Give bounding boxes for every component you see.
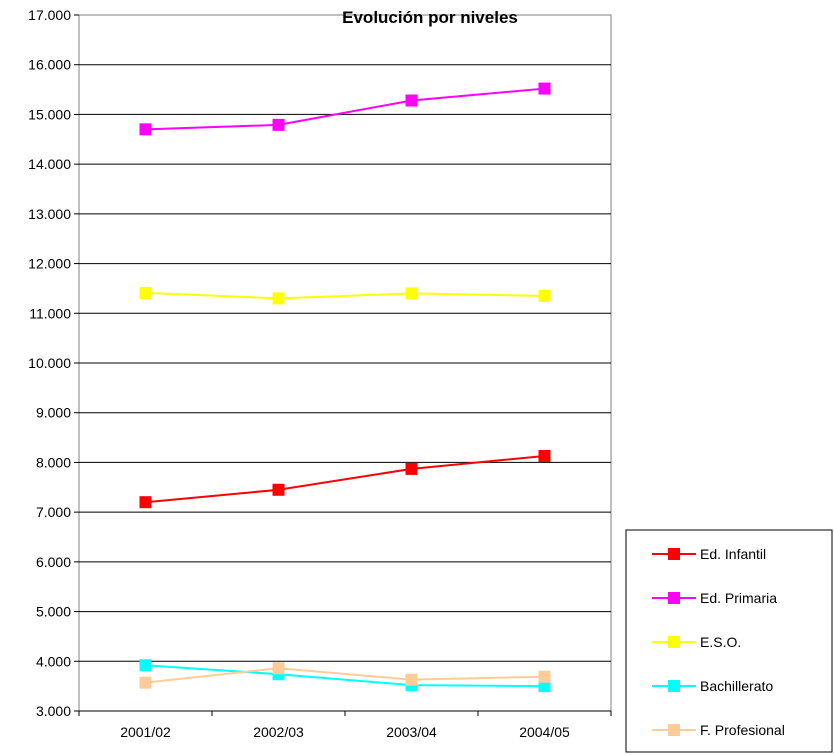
legend-label: Bachillerato: [700, 678, 773, 694]
y-tick-label: 3.000: [36, 703, 71, 719]
y-tick-label: 10.000: [28, 355, 71, 371]
data-point: [272, 292, 285, 305]
data-point: [405, 94, 418, 107]
y-tick-label: 9.000: [36, 405, 71, 421]
x-tick-label: 2003/04: [386, 724, 437, 740]
data-point: [139, 496, 152, 509]
y-tick-label: 11.000: [29, 305, 71, 321]
y-tick-label: 5.000: [36, 604, 71, 620]
data-point: [538, 449, 551, 462]
legend-swatch-marker: [668, 636, 680, 648]
legend-label: Ed. Primaria: [700, 590, 777, 606]
data-point: [538, 680, 551, 693]
legend: Ed. Infantil Ed. Primaria E.S.O. Bachillera…: [625, 529, 833, 753]
data-point: [405, 462, 418, 475]
data-point: [139, 676, 152, 689]
y-tick-label: 13.000: [28, 206, 71, 222]
data-point: [139, 659, 152, 672]
grid-layer: [79, 64, 611, 662]
y-tick-label: 15.000: [28, 106, 71, 122]
data-point: [272, 662, 285, 675]
x-tick-label: 2001/02: [120, 724, 171, 740]
series-line: [145, 454, 545, 504]
y-tick-label: 17.000: [28, 7, 71, 23]
y-tick-label: 12.000: [28, 256, 71, 272]
y-tick-label: 16.000: [28, 57, 71, 73]
chart-title: Evolución por niveles: [342, 8, 518, 27]
y-tick-label: 4.000: [36, 653, 71, 669]
series-line: [145, 291, 545, 300]
legend-swatch-marker: [668, 592, 680, 604]
legend-swatch-marker: [668, 724, 680, 736]
legend-label: F. Profesional: [700, 722, 785, 738]
data-point: [139, 286, 152, 299]
data-point: [139, 123, 152, 136]
y-tick-label: 14.000: [28, 156, 71, 172]
legend-swatch-marker: [668, 548, 680, 560]
legend-swatch-marker: [668, 680, 680, 692]
series-line: [145, 87, 545, 131]
series-layer: [139, 82, 551, 693]
data-point: [272, 118, 285, 131]
data-point: [538, 289, 551, 302]
x-tick-label: 2002/03: [253, 724, 304, 740]
data-point: [405, 673, 418, 686]
axis-layer: 3.000 4.000 5.000 6.000 7.000 8.000 9.000 10.00…: [28, 7, 612, 740]
y-tick-label: 6.000: [36, 554, 71, 570]
legend-label: E.S.O.: [700, 634, 741, 650]
data-point: [538, 82, 551, 95]
y-tick-label: 8.000: [36, 454, 71, 470]
x-tick-label: 2004/05: [519, 724, 570, 740]
y-tick-label: 7.000: [36, 504, 71, 520]
series-line: [145, 667, 545, 684]
data-point: [272, 483, 285, 496]
data-point: [405, 287, 418, 300]
series-line: [145, 664, 545, 688]
legend-label: Ed. Infantil: [700, 546, 766, 562]
data-point: [538, 670, 551, 683]
